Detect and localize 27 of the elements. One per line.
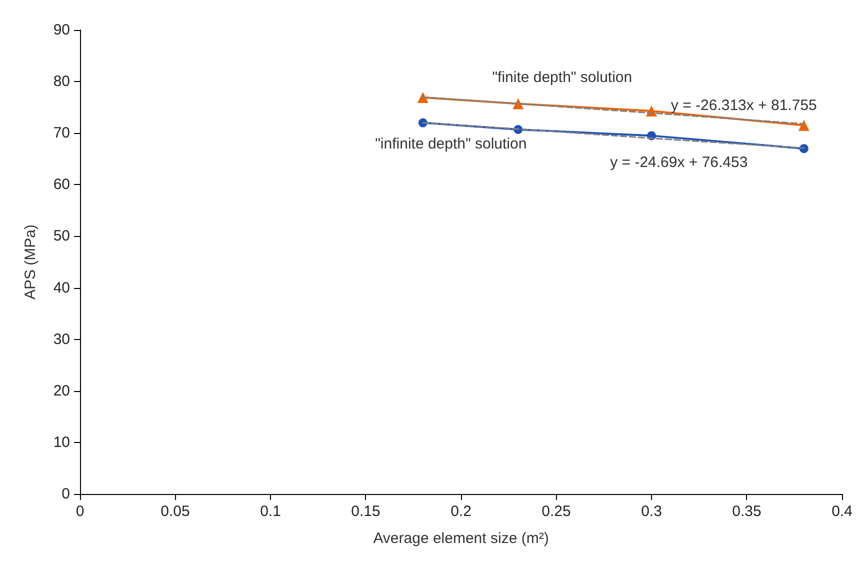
- x-tick-label: 0.3: [641, 503, 662, 520]
- series-label: y = -26.313x + 81.755: [670, 96, 817, 114]
- x-tick-label: 0.05: [160, 503, 190, 520]
- x-tick-label: 0.2: [450, 503, 472, 520]
- y-tick-label: 30: [53, 330, 70, 348]
- series-label: "finite depth" solution: [492, 69, 632, 86]
- y-tick-label: 80: [53, 73, 70, 90]
- y-tick-label: 10: [53, 434, 70, 451]
- y-tick-label: 40: [53, 279, 70, 296]
- x-tick-label: 0.1: [260, 503, 281, 520]
- point: [798, 120, 810, 131]
- y-tick-label: 0: [62, 486, 70, 502]
- point: [417, 92, 428, 104]
- series-label: y = -24.69x + 76.453: [610, 154, 748, 172]
- x-tick-label: 0: [76, 503, 84, 520]
- y-axis-title: APS (MPa): [22, 224, 39, 300]
- x-tick-label: 0.25: [542, 503, 571, 520]
- x-tick-label: 0.15: [351, 503, 380, 520]
- x-tick-label: 0.35: [732, 503, 762, 520]
- y-tick-label: 70: [53, 124, 70, 142]
- y-tick-label: 60: [53, 176, 70, 194]
- x-axis-title: Average element size (m²): [373, 530, 549, 547]
- y-tick-label: 50: [53, 228, 70, 245]
- y-tick-label: 20: [53, 382, 70, 400]
- y-tick-label: 90: [53, 22, 70, 38]
- series-label: "infinite depth" solution: [375, 135, 527, 152]
- x-tick-label: 0.4: [832, 503, 852, 520]
